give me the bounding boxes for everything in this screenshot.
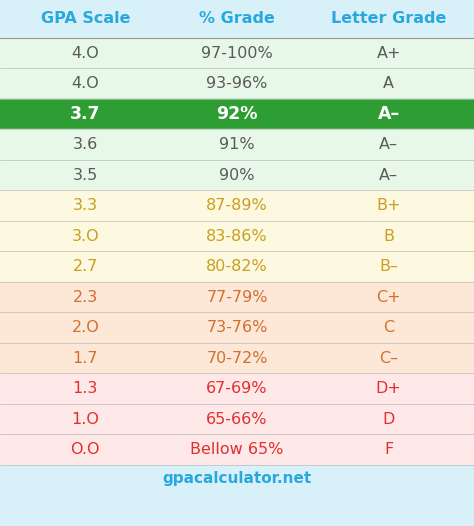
Bar: [0, 343, 474, 373]
Text: B: B: [383, 229, 394, 244]
Text: A–: A–: [378, 105, 400, 123]
Text: 4.O: 4.O: [72, 76, 99, 91]
Text: 77-79%: 77-79%: [206, 290, 268, 305]
Text: 80-82%: 80-82%: [206, 259, 268, 274]
Text: C+: C+: [376, 290, 401, 305]
Text: C: C: [383, 320, 394, 335]
Bar: [0, 434, 474, 465]
Text: GPA Scale: GPA Scale: [41, 12, 130, 26]
Text: 65-66%: 65-66%: [206, 412, 268, 427]
Bar: [0, 373, 474, 404]
Text: 1.7: 1.7: [73, 351, 98, 366]
Text: 97-100%: 97-100%: [201, 46, 273, 60]
Text: Bellow 65%: Bellow 65%: [191, 442, 283, 457]
Bar: [0, 404, 474, 434]
Bar: [0, 38, 474, 68]
Text: 3.7: 3.7: [70, 105, 100, 123]
Text: 2.O: 2.O: [72, 320, 99, 335]
Bar: [0, 160, 474, 190]
Bar: [0, 282, 474, 312]
Bar: [0, 465, 474, 492]
Text: A: A: [383, 76, 394, 91]
Text: gpacalculator.net: gpacalculator.net: [163, 471, 311, 486]
Bar: [0, 0, 474, 38]
Text: 73-76%: 73-76%: [206, 320, 268, 335]
Text: 3.O: 3.O: [72, 229, 99, 244]
Text: A–: A–: [379, 137, 398, 152]
Bar: [0, 190, 474, 221]
Text: 93-96%: 93-96%: [206, 76, 268, 91]
Bar: [0, 99, 474, 129]
Text: F: F: [384, 442, 393, 457]
Text: D: D: [383, 412, 395, 427]
Text: Letter Grade: Letter Grade: [331, 12, 447, 26]
Text: 3.5: 3.5: [73, 168, 98, 183]
Text: 2.7: 2.7: [73, 259, 98, 274]
Text: 3.6: 3.6: [73, 137, 98, 152]
Bar: [0, 221, 474, 251]
Text: 4.O: 4.O: [72, 46, 99, 60]
Text: 87-89%: 87-89%: [206, 198, 268, 213]
Bar: [0, 129, 474, 160]
Text: 1.O: 1.O: [72, 412, 99, 427]
Text: A+: A+: [376, 46, 401, 60]
Text: 91%: 91%: [219, 137, 255, 152]
Bar: [0, 251, 474, 282]
Bar: [0, 312, 474, 343]
Text: 70-72%: 70-72%: [206, 351, 268, 366]
Text: 1.3: 1.3: [73, 381, 98, 396]
Text: 67-69%: 67-69%: [206, 381, 268, 396]
Text: 92%: 92%: [216, 105, 258, 123]
Text: O.O: O.O: [71, 442, 100, 457]
Text: 2.3: 2.3: [73, 290, 98, 305]
Text: 3.3: 3.3: [73, 198, 98, 213]
Text: 83-86%: 83-86%: [206, 229, 268, 244]
Text: B+: B+: [376, 198, 401, 213]
Text: % Grade: % Grade: [199, 12, 275, 26]
Text: C–: C–: [379, 351, 398, 366]
Bar: [0, 68, 474, 99]
Text: 90%: 90%: [219, 168, 255, 183]
Text: A–: A–: [379, 168, 398, 183]
Text: D+: D+: [376, 381, 401, 396]
Text: B–: B–: [379, 259, 398, 274]
